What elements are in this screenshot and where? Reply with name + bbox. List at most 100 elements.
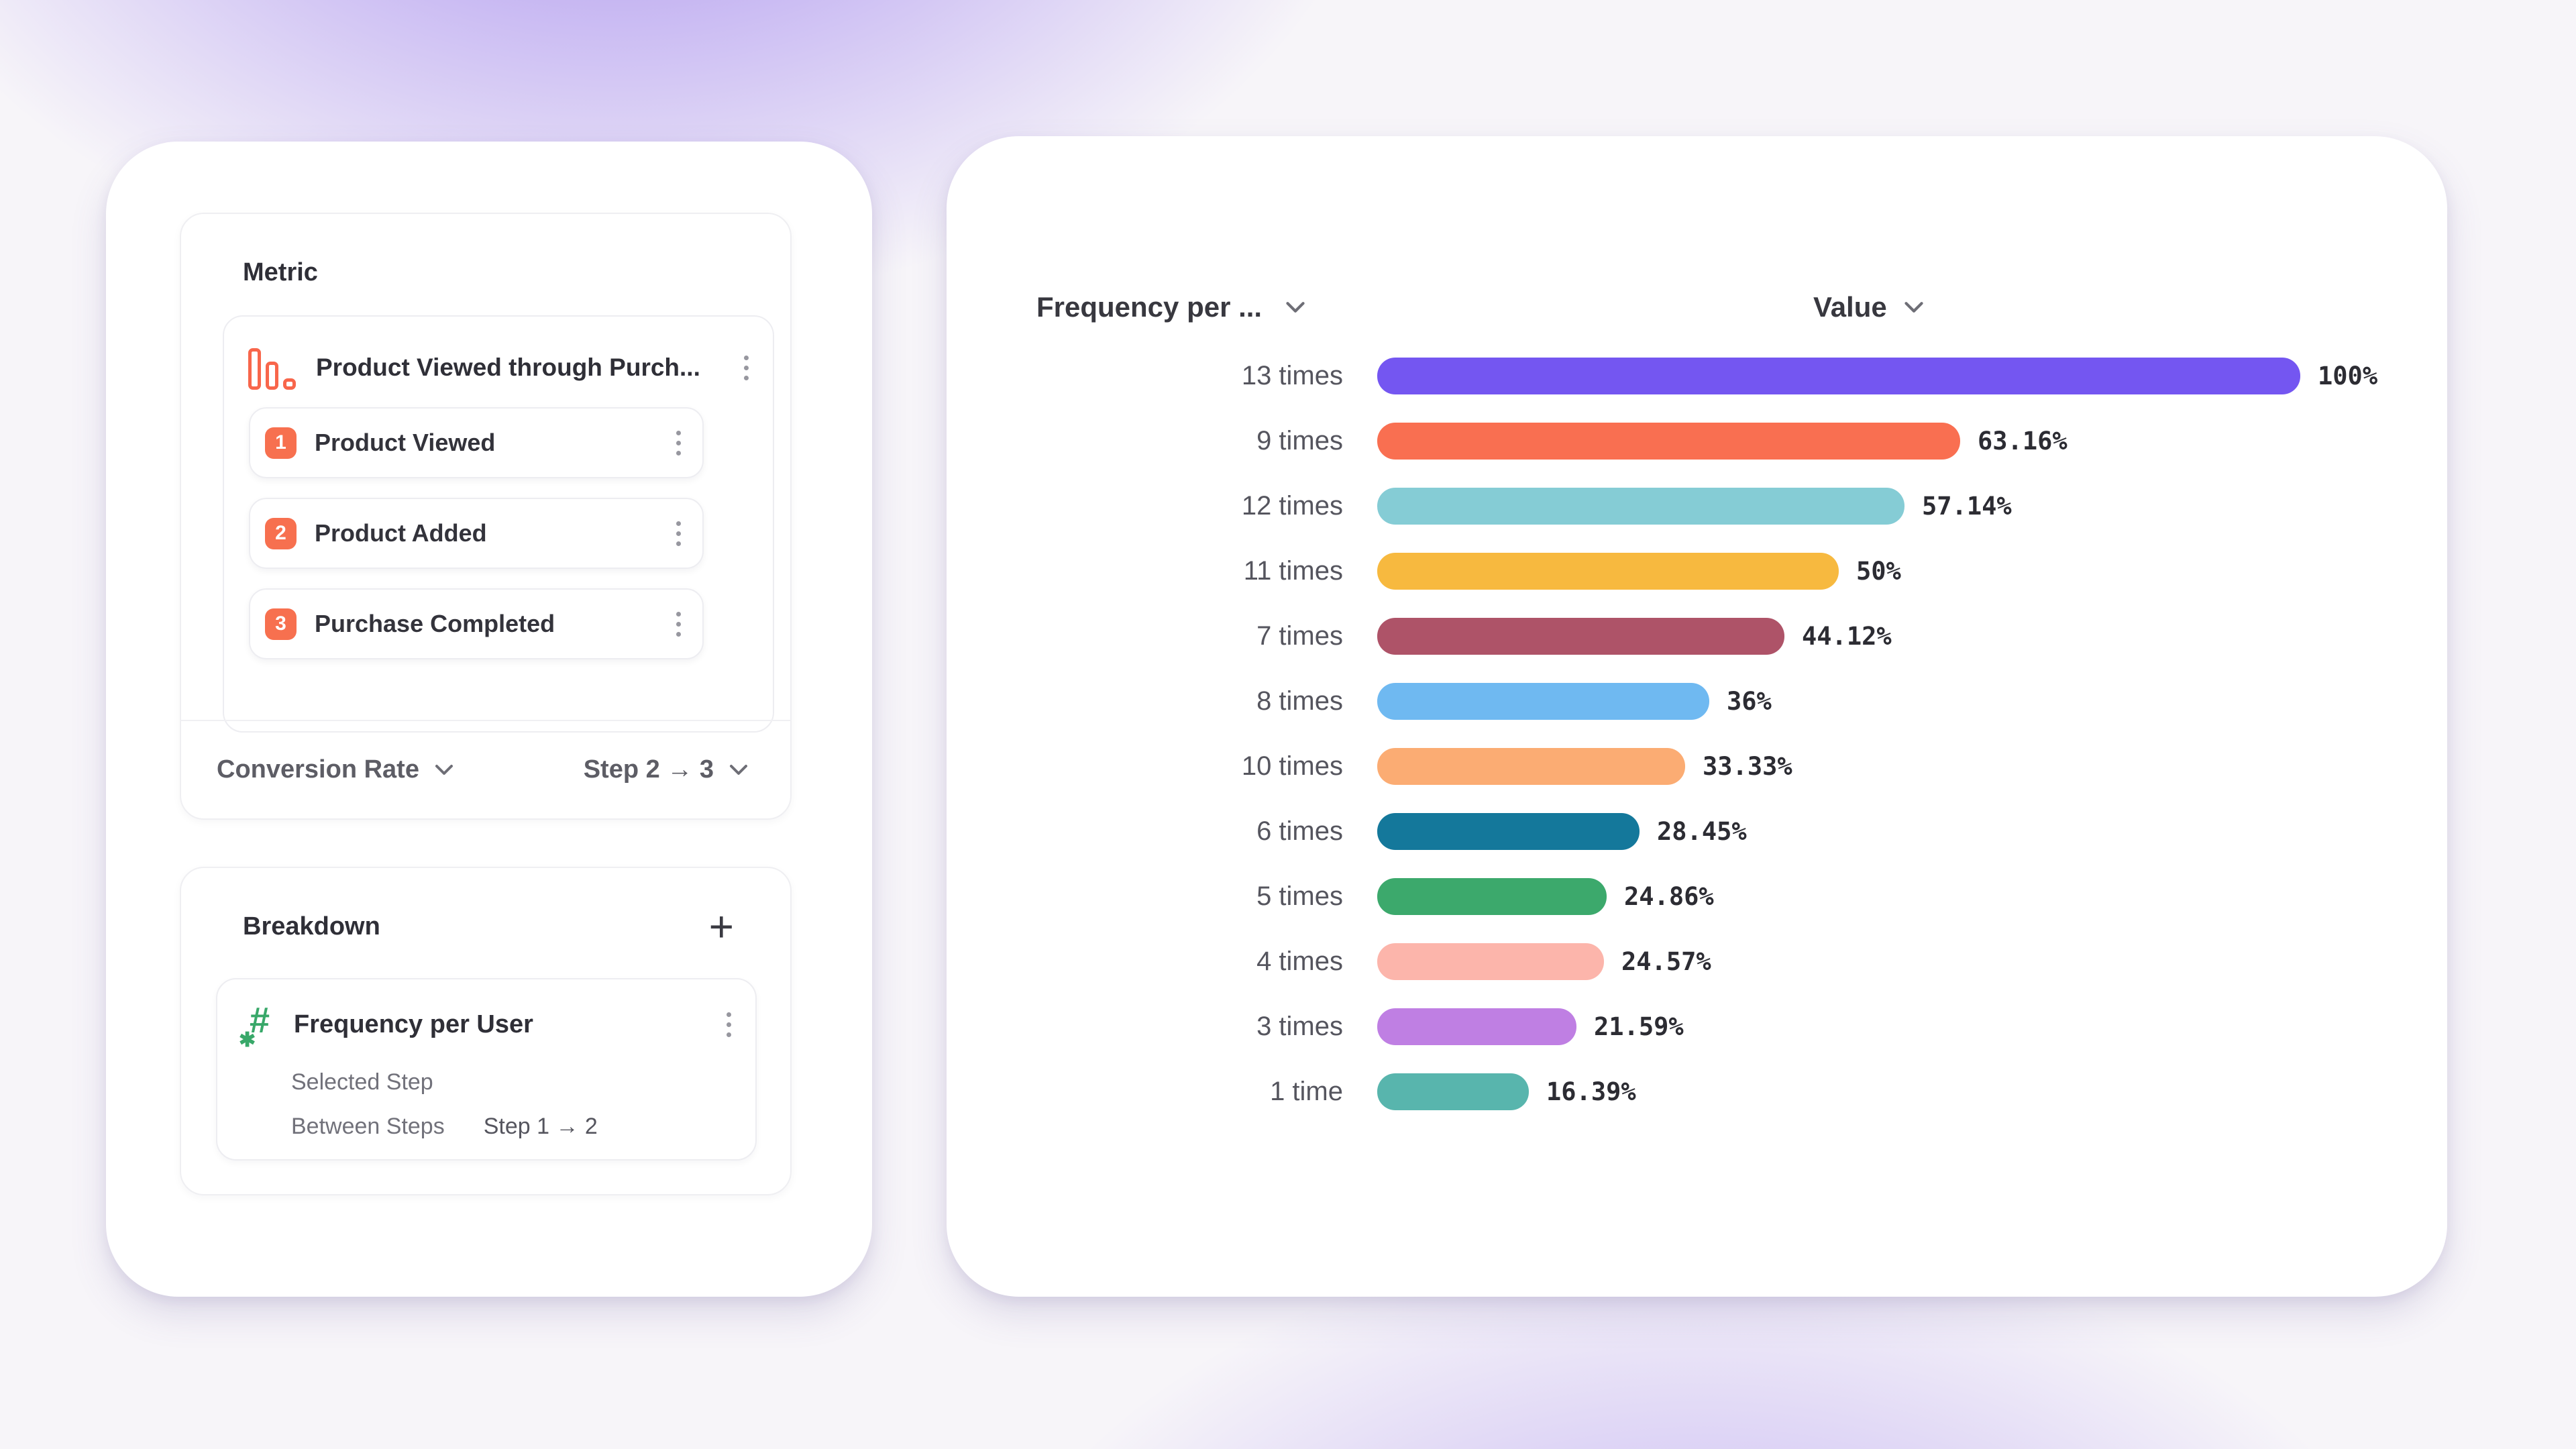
step-event-label: Product Viewed bbox=[315, 429, 496, 456]
step-event-label: Product Added bbox=[315, 519, 487, 547]
value-column-dropdown[interactable]: Value bbox=[1813, 291, 1925, 323]
breakdown-property-row: Selected Step bbox=[291, 1069, 433, 1095]
chevron-down-icon bbox=[729, 763, 749, 777]
bar-value-label: 100% bbox=[2318, 362, 2378, 390]
bar-segment[interactable] bbox=[1377, 358, 2300, 394]
bar-value-label: 50% bbox=[1856, 557, 1901, 586]
conversion-rate-label: Conversion Rate bbox=[217, 755, 419, 784]
funnel-name: Product Viewed through Purch... bbox=[316, 354, 700, 381]
chart-row: 8 times 36% bbox=[947, 669, 2420, 734]
bar-value-label: 33.33% bbox=[1703, 752, 1792, 781]
bar-category-label: 1 time bbox=[1270, 1077, 1343, 1106]
metric-footer: Conversion Rate Step 2 → 3 bbox=[217, 721, 749, 818]
breakdown-property-value[interactable]: Step 1 → 2 bbox=[483, 1114, 598, 1139]
bar-category-label: 11 times bbox=[1243, 556, 1343, 586]
step-kebab-menu-icon[interactable] bbox=[669, 515, 688, 553]
bar-segment[interactable] bbox=[1377, 1073, 1529, 1110]
bar-segment[interactable] bbox=[1377, 683, 1709, 720]
chart-panel: Frequency per ... Value 13 times 100% 9 ti… bbox=[947, 136, 2447, 1297]
conversion-rate-dropdown[interactable]: Conversion Rate bbox=[217, 755, 454, 784]
step-range-dropdown[interactable]: Step 2 → 3 bbox=[584, 755, 749, 784]
breakdown-item-header: ✱ # Frequency per User bbox=[239, 1000, 738, 1051]
bar-chart: 13 times 100% 9 times 63.16% 12 times 57.14% 1… bbox=[947, 343, 2420, 1124]
chevron-down-icon bbox=[1285, 301, 1306, 315]
chart-row: 7 times 44.12% bbox=[947, 604, 2420, 669]
funnel-step-item[interactable]: 1 Product Viewed bbox=[249, 407, 704, 478]
chart-row: 13 times 100% bbox=[947, 343, 2420, 409]
step-number-badge: 1 bbox=[265, 427, 297, 459]
value-column-header: Value bbox=[1813, 291, 1887, 323]
bar-segment[interactable] bbox=[1377, 748, 1685, 785]
chart-row: 5 times 24.86% bbox=[947, 864, 2420, 929]
breakdown-section-title: Breakdown bbox=[243, 912, 380, 941]
bar-value-label: 16.39% bbox=[1546, 1077, 1636, 1106]
breakdown-property-row: Between Steps Step 1 → 2 bbox=[291, 1114, 598, 1140]
bar-value-label: 21.59% bbox=[1594, 1012, 1684, 1041]
step-number-badge: 3 bbox=[265, 608, 297, 640]
step-kebab-menu-icon[interactable] bbox=[669, 605, 688, 643]
bar-value-label: 24.57% bbox=[1621, 947, 1711, 976]
query-builder-panel: Metric Product Viewed through Purch... 1… bbox=[106, 142, 872, 1297]
bar-value-label: 24.86% bbox=[1624, 882, 1714, 911]
funnel-step-item[interactable]: 2 Product Added bbox=[249, 498, 704, 569]
bar-category-label: 7 times bbox=[1256, 621, 1343, 651]
bar-segment[interactable] bbox=[1377, 618, 1784, 655]
breakdown-section: Breakdown + ✱ # Frequency per User Select… bbox=[180, 867, 792, 1195]
bar-segment[interactable] bbox=[1377, 943, 1604, 980]
chart-row: 11 times 50% bbox=[947, 539, 2420, 604]
funnel-step-item[interactable]: 3 Purchase Completed bbox=[249, 588, 704, 659]
add-breakdown-button[interactable]: + bbox=[708, 902, 734, 951]
chart-row: 1 time 16.39% bbox=[947, 1059, 2420, 1124]
chevron-down-icon bbox=[434, 763, 454, 777]
bar-segment[interactable] bbox=[1377, 878, 1607, 915]
funnel-card[interactable]: Product Viewed through Purch... 1 Product… bbox=[223, 315, 774, 733]
chart-row: 12 times 57.14% bbox=[947, 474, 2420, 539]
bar-category-label: 8 times bbox=[1256, 686, 1343, 716]
category-column-header: Frequency per ... bbox=[1036, 291, 1263, 323]
bar-value-label: 63.16% bbox=[1978, 427, 2068, 455]
breakdown-property-label: Between Steps bbox=[291, 1114, 445, 1139]
bar-value-label: 28.45% bbox=[1657, 817, 1747, 846]
bar-category-label: 13 times bbox=[1241, 361, 1343, 390]
bar-category-label: 10 times bbox=[1241, 751, 1343, 781]
bar-category-label: 5 times bbox=[1256, 881, 1343, 911]
funnel-header: Product Viewed through Purch... bbox=[248, 335, 755, 400]
bar-segment[interactable] bbox=[1377, 813, 1640, 850]
chart-row: 6 times 28.45% bbox=[947, 799, 2420, 864]
bar-segment[interactable] bbox=[1377, 1008, 1576, 1045]
bar-value-label: 36% bbox=[1727, 687, 1772, 716]
funnel-steps-list: 1 Product Viewed 2 Product Added 3 Purchase C… bbox=[249, 407, 704, 659]
breakdown-property-label: Selected Step bbox=[291, 1069, 433, 1095]
numeric-property-icon: ✱ # bbox=[239, 1000, 270, 1051]
step-number-badge: 2 bbox=[265, 517, 297, 549]
bar-category-label: 12 times bbox=[1241, 491, 1343, 521]
step-event-label: Purchase Completed bbox=[315, 610, 555, 637]
bar-value-label: 44.12% bbox=[1802, 622, 1892, 651]
step-kebab-menu-icon[interactable] bbox=[669, 424, 688, 462]
funnel-kebab-menu-icon[interactable] bbox=[737, 349, 755, 387]
bar-category-label: 6 times bbox=[1256, 816, 1343, 846]
breakdown-header: Breakdown + bbox=[243, 903, 734, 950]
metric-section-title: Metric bbox=[243, 258, 318, 286]
funnel-chart-icon bbox=[248, 345, 296, 390]
breakdown-item-card[interactable]: ✱ # Frequency per User Selected Step Betw… bbox=[216, 978, 757, 1161]
bar-value-label: 57.14% bbox=[1922, 492, 2012, 521]
chart-row: 4 times 24.57% bbox=[947, 929, 2420, 994]
bar-segment[interactable] bbox=[1377, 553, 1839, 590]
breakdown-property-name: Frequency per User bbox=[294, 1010, 533, 1038]
chevron-down-icon bbox=[1903, 301, 1925, 315]
bar-segment[interactable] bbox=[1377, 488, 1904, 525]
bar-category-label: 3 times bbox=[1256, 1012, 1343, 1041]
bar-category-label: 4 times bbox=[1256, 947, 1343, 976]
chart-row: 9 times 63.16% bbox=[947, 409, 2420, 474]
breakdown-kebab-menu-icon[interactable] bbox=[720, 1006, 738, 1044]
chart-row: 10 times 33.33% bbox=[947, 734, 2420, 799]
step-range-label: Step 2 → 3 bbox=[583, 755, 714, 784]
metric-section: Metric Product Viewed through Purch... 1… bbox=[180, 213, 792, 820]
category-column-dropdown[interactable]: Frequency per ... bbox=[1036, 291, 1306, 323]
bar-category-label: 9 times bbox=[1256, 426, 1343, 455]
chart-row: 3 times 21.59% bbox=[947, 994, 2420, 1059]
metric-footer-divider bbox=[181, 720, 790, 721]
bar-segment[interactable] bbox=[1377, 423, 1960, 460]
